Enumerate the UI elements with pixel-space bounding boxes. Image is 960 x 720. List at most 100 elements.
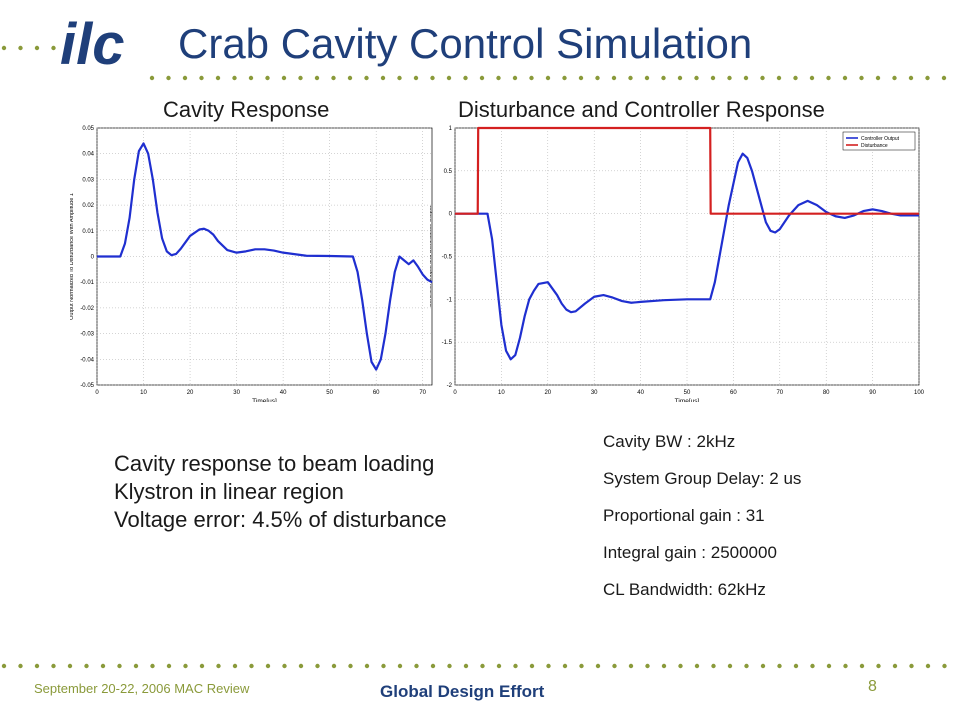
dot: [908, 75, 914, 81]
dot: [512, 75, 518, 81]
dot: [199, 75, 204, 81]
dot: [314, 75, 320, 81]
dot: [595, 75, 600, 81]
y-tick-label: 0: [91, 255, 95, 261]
dot: [859, 75, 864, 81]
dot: [166, 75, 171, 81]
dot: [430, 663, 436, 669]
dotted-line-bottom: [1, 663, 947, 669]
dot: [513, 663, 518, 669]
x-tick-label: 30: [233, 390, 240, 396]
dot: [562, 75, 567, 81]
dot: [347, 75, 353, 81]
dot: [381, 663, 386, 669]
footer-center: Global Design Effort: [380, 682, 545, 701]
dot: [215, 75, 221, 81]
dot: [479, 75, 485, 81]
dot: [578, 75, 584, 81]
dot: [760, 75, 765, 81]
dot: [315, 663, 320, 669]
dot: [595, 663, 601, 669]
x-tick-label: 60: [730, 390, 737, 396]
dot: [529, 663, 535, 669]
dot: [34, 45, 40, 51]
dot: [84, 663, 89, 669]
dot: [892, 663, 898, 669]
dot: [282, 663, 287, 669]
dot: [67, 663, 73, 669]
dot: [545, 75, 551, 81]
dot: [546, 663, 551, 669]
param-cl-bandwidth: CL Bandwidth: 62kHz: [603, 580, 766, 599]
dot: [777, 663, 782, 669]
right-chart-heading: Disturbance and Controller Response: [458, 97, 825, 122]
controller-response-plot: 0 10 20 30 40 50 60 70 80 90 100 1 0.5 0 -0.5 -1 -1.5 -2 T…: [427, 126, 925, 405]
dot: [133, 663, 139, 669]
dot: [694, 663, 700, 669]
dot: [100, 663, 106, 669]
dot: [760, 663, 766, 669]
y-tick-label: 0.5: [444, 169, 453, 175]
dot: [661, 75, 666, 81]
dot: [710, 75, 716, 81]
dot: [265, 75, 270, 81]
legend-entry: Controller Output: [861, 136, 900, 142]
x-tick-label: 10: [498, 390, 505, 396]
dot: [892, 75, 897, 81]
y-tick-label: -2: [447, 383, 453, 389]
dot: [232, 75, 237, 81]
dot: [380, 75, 386, 81]
dot: [776, 75, 782, 81]
x-tick-label: 90: [869, 390, 876, 396]
dot: [925, 663, 931, 669]
dot: [34, 663, 40, 669]
dot: [793, 663, 799, 669]
y-tick-label: -0.02: [80, 306, 94, 312]
y-tick-label: -0.05: [80, 383, 94, 389]
dot: [149, 75, 155, 81]
dot: [397, 663, 403, 669]
x-tick-label: 80: [823, 390, 830, 396]
dot: [496, 663, 502, 669]
plot-area: [96, 127, 433, 386]
dot: [909, 663, 914, 669]
dot: [809, 75, 815, 81]
dot: [859, 663, 865, 669]
x-axis-label: Time[us]: [252, 398, 277, 402]
y-tick-label: 0.03: [82, 177, 94, 183]
x-tick-label: 20: [187, 390, 194, 396]
y-tick-label: -0.03: [80, 332, 94, 338]
dot: [414, 663, 419, 669]
dot: [628, 75, 633, 81]
page-number: 8: [868, 678, 877, 695]
dot: [216, 663, 221, 669]
cavity-response-plot: 0 10 20 30 40 50 60 700.050.040.030.020.010-0.0…: [69, 126, 433, 405]
dot: [463, 75, 468, 81]
dot: [677, 75, 683, 81]
dot: [826, 75, 831, 81]
y-tick-label: 1: [449, 126, 453, 132]
dot: [727, 663, 733, 669]
page-title: Crab Cavity Control Simulation: [178, 20, 753, 67]
dot: [876, 663, 881, 669]
x-tick-label: 70: [776, 390, 783, 396]
parameters-list: Cavity BW : 2kHz System Group Delay: 2 u…: [603, 432, 801, 617]
controller-response-chart: 0 10 20 30 40 50 60 70 80 90 100 1 0.5 0 -0.5 -1 -1.5 -2 T…: [427, 122, 930, 405]
dot: [182, 75, 188, 81]
dot: [562, 663, 568, 669]
dot: [644, 75, 650, 81]
y-tick-label: 0.04: [82, 152, 94, 158]
cavity-response-chart: 0 10 20 30 40 50 60 70 0.05 0.04 0.03 0.02 0.01 0 -0.0…: [69, 122, 434, 405]
x-tick-label: 50: [684, 390, 691, 396]
dot: [941, 75, 947, 81]
dotted-line-top-left: [1, 45, 56, 51]
y-tick-label: -0.01: [80, 280, 94, 286]
dot: [529, 75, 534, 81]
dot: [480, 663, 485, 669]
footer-date: September 20-22, 2006 MAC Review: [34, 681, 250, 696]
x-tick-label: 0: [453, 390, 457, 396]
dot: [678, 663, 683, 669]
y-tick-label: -1.5: [442, 340, 453, 346]
notes-block: Cavity response to beam loading Klystron…: [114, 450, 447, 534]
y-tick-label: -0.04: [80, 357, 94, 363]
